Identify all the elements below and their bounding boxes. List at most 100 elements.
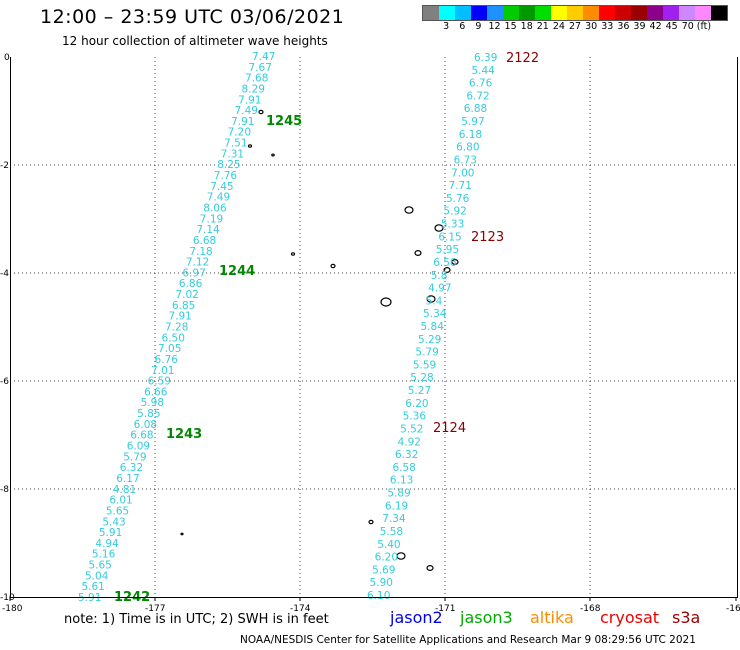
- swh-value: 6.76: [155, 354, 179, 366]
- scale-label: 12: [488, 21, 501, 32]
- swh-value: 5.40: [377, 539, 400, 551]
- swh-value: 7.67: [249, 62, 272, 74]
- swh-value: 5.91: [78, 592, 101, 604]
- scale-swatch: [599, 6, 615, 20]
- swh-value: 6.08: [134, 419, 157, 431]
- swh-value: 7.20: [228, 127, 251, 139]
- swh-value: 6.97: [182, 267, 205, 279]
- scale-label: 24: [552, 21, 565, 32]
- swh-value: 7.02: [175, 289, 198, 301]
- swh-value: 7.91: [168, 311, 191, 323]
- swh-value: 6.50: [162, 332, 185, 344]
- swh-value: 6.17: [116, 473, 139, 485]
- swh-value: 7.34: [382, 513, 406, 525]
- swh-value: 6.32: [120, 462, 143, 474]
- swh-value: 7.71: [449, 180, 472, 192]
- swh-value: 6.56: [433, 257, 457, 269]
- swh-value: 6.68: [130, 430, 153, 442]
- swh-value: 7.01: [151, 365, 174, 377]
- swh-value: 6.72: [466, 90, 489, 102]
- swh-value: 4.81: [113, 484, 136, 496]
- swh-value: 5.79: [123, 451, 146, 463]
- island-outline: [368, 519, 374, 525]
- swh-value: 7.31: [221, 148, 244, 160]
- swh-value: 6.20: [375, 552, 398, 564]
- scale-label: 36: [617, 21, 630, 32]
- scale-label: 21: [536, 21, 549, 32]
- scale-swatch: [583, 6, 599, 20]
- island-outline: [443, 267, 451, 274]
- swh-value: 5.58: [380, 526, 403, 538]
- island-outline: [396, 552, 406, 560]
- x-tick-label: -168: [580, 604, 601, 614]
- x-tick-label: -177: [145, 604, 165, 614]
- scale-swatch: [455, 6, 471, 20]
- swh-value: 6.59: [148, 376, 171, 388]
- swh-value: 7.49: [235, 105, 258, 117]
- swh-value: 6.20: [405, 398, 428, 410]
- swh-value: 6.19: [385, 500, 408, 512]
- footnote: note: 1) Time is in UTC; 2) SWH is in fe…: [64, 612, 329, 627]
- swh-value: 6.85: [172, 300, 195, 312]
- swh-value: 6.86: [179, 278, 203, 290]
- scale-label: 39: [633, 21, 646, 32]
- swh-value: 5.91: [99, 527, 122, 539]
- scale-label: 33: [601, 21, 614, 32]
- swh-value: 5.89: [387, 488, 410, 500]
- scale-swatch: [423, 6, 439, 20]
- y-tick-label: -4: [0, 269, 9, 279]
- island-outlines: [180, 109, 459, 571]
- map-grid: -180 -177 -174 -171 -168 -16 0 -2 -4 -6 -8 -10: [0, 53, 740, 614]
- swh-value: 7.05: [158, 343, 181, 355]
- swh-value: 7.68: [245, 73, 268, 85]
- island-outline: [414, 250, 422, 257]
- swh-value: 8.06: [203, 202, 227, 214]
- swh-value: 5.85: [137, 408, 160, 420]
- island-outline: [380, 297, 392, 307]
- legend-jason2: jason2: [390, 608, 443, 627]
- swh-value: 5.69: [372, 564, 395, 576]
- swh-value: 6.13: [390, 475, 413, 487]
- swh-value: 5.34: [423, 308, 447, 320]
- scale-label: 18: [520, 21, 533, 32]
- swh-value: 5.8: [431, 270, 448, 282]
- island-outline: [271, 153, 275, 157]
- scale-label: 30: [585, 21, 598, 32]
- island-outline: [180, 532, 184, 536]
- swh-value: 4.94: [95, 538, 119, 550]
- y-tick-label: 0: [4, 53, 10, 63]
- swh-value: 7.91: [238, 94, 261, 106]
- swh-value: 6.80: [456, 142, 479, 154]
- pass-time-label: 2123: [471, 230, 504, 245]
- swh-value: 6.68: [193, 235, 216, 247]
- island-outline: [404, 206, 414, 214]
- y-tick-label: -8: [0, 485, 9, 495]
- pass-time-label: 1243: [166, 427, 202, 442]
- scale-swatch: [519, 6, 535, 20]
- scale-swatch: [551, 6, 567, 20]
- swh-value: 5.27: [408, 385, 431, 397]
- map-subtitle: 12 hour collection of altimeter wave hei…: [62, 34, 328, 48]
- color-scale: 3 6 9 12 15 18 21 24 27 30 33 36 39 42 45 70 (ft): [422, 5, 728, 33]
- swh-value: 7.18: [189, 246, 212, 258]
- swh-value: 7.91: [231, 116, 254, 128]
- swh-value: 5.33: [441, 219, 464, 231]
- scale-label: (ft): [696, 21, 712, 32]
- island-outline: [451, 259, 459, 266]
- swh-value: 7.47: [252, 51, 275, 63]
- island-outline: [247, 144, 253, 148]
- plot-frame: [10, 57, 738, 598]
- pass-time-label: 1244: [219, 264, 255, 279]
- swh-value: 5.16: [92, 549, 116, 561]
- swh-value: 5.61: [81, 581, 104, 593]
- swh-value: 6.66: [144, 386, 168, 398]
- scale-label: 45: [665, 21, 678, 32]
- legend-jason3: jason3: [460, 608, 513, 627]
- scale-swatch: [535, 6, 551, 20]
- swh-value: 5.52: [400, 423, 423, 435]
- swh-value: 5.98: [141, 397, 164, 409]
- swh-value: 8.25: [217, 159, 240, 171]
- y-tick-label: -2: [0, 161, 9, 171]
- x-tick-label: -174: [290, 604, 311, 614]
